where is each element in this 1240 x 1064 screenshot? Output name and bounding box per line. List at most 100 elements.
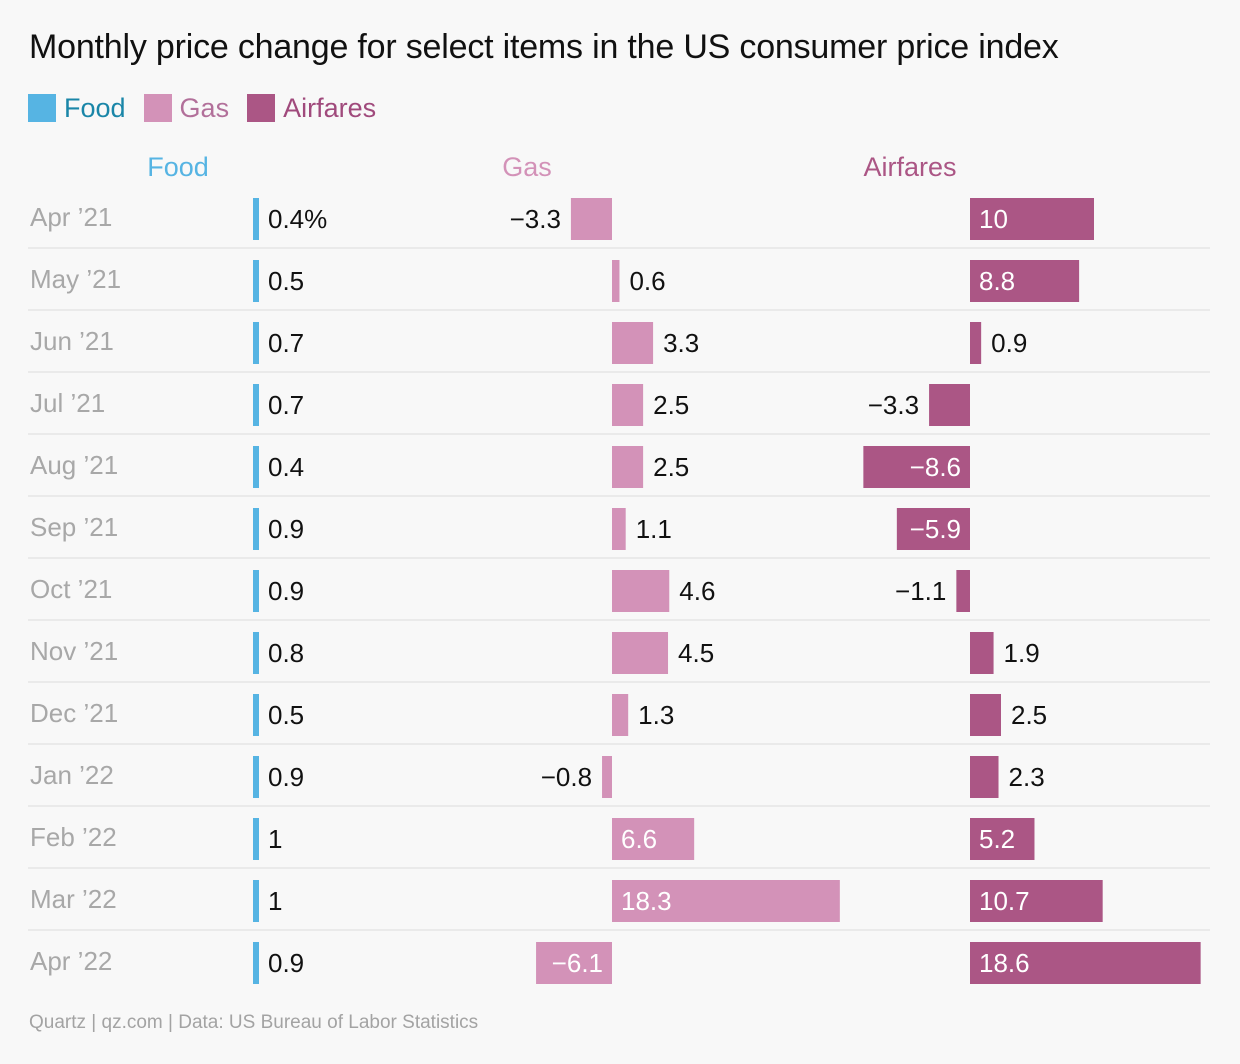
category-label: Oct ’21 — [30, 574, 112, 604]
bar-gas — [612, 880, 840, 922]
bar-food — [253, 756, 259, 798]
data-label-airfares: 8.8 — [979, 266, 1015, 296]
data-label-gas: 3.3 — [663, 328, 699, 358]
category-label: Mar ’22 — [30, 884, 117, 914]
bar-gas — [536, 942, 612, 984]
panel-header-gas: Gas — [502, 152, 552, 182]
bar-food — [253, 508, 259, 550]
data-label-gas: 1.1 — [636, 514, 672, 544]
bar-airfares — [896, 508, 970, 550]
bar-airfares — [970, 880, 1103, 922]
bar-food — [253, 570, 259, 612]
bar-airfares — [970, 260, 1080, 302]
category-label: Nov ’21 — [30, 636, 118, 666]
bar-gas — [612, 818, 695, 860]
bar-gas — [612, 260, 620, 302]
bar-gas — [612, 446, 644, 488]
legend-item-gas: Gas — [143, 92, 230, 124]
data-label-gas: 4.6 — [679, 576, 715, 606]
legend-item-airfares: Airfares — [247, 93, 376, 124]
bar-gas — [570, 198, 612, 240]
data-label-airfares: 2.3 — [1009, 762, 1045, 792]
bar-food — [253, 942, 259, 984]
category-label: Dec ’21 — [30, 698, 118, 728]
bar-food — [253, 384, 259, 426]
data-label-gas: 6.6 — [621, 824, 657, 854]
data-label-airfares: −5.9 — [910, 514, 961, 544]
data-label-food: 0.9 — [268, 514, 304, 544]
bar-airfares — [863, 446, 970, 488]
data-label-food: 0.7 — [268, 390, 304, 420]
data-label-airfares: 10 — [979, 204, 1008, 234]
data-label-airfares: 0.9 — [991, 328, 1027, 358]
bar-gas — [602, 756, 612, 798]
data-label-gas: 18.3 — [621, 886, 672, 916]
data-label-airfares: 5.2 — [979, 824, 1015, 854]
category-label: Jul ’21 — [30, 388, 105, 418]
data-label-gas: 0.6 — [629, 266, 665, 296]
bar-food — [253, 880, 259, 922]
data-label-food: 0.4 — [268, 452, 304, 482]
category-label: Jun ’21 — [30, 326, 114, 356]
legend-swatch-airfares — [247, 94, 276, 122]
category-label: Sep ’21 — [30, 512, 118, 542]
panel-header-food: Food — [147, 152, 209, 182]
bar-food — [253, 818, 259, 860]
bar-food — [253, 632, 259, 674]
bar-airfares — [970, 322, 982, 364]
bar-gas — [612, 322, 654, 364]
data-label-food: 0.7 — [268, 328, 304, 358]
data-label-food: 0.9 — [268, 576, 304, 606]
data-label-gas: −0.8 — [541, 762, 592, 792]
data-label-gas: 1.3 — [638, 700, 674, 730]
legend-label-airfares: Airfares — [283, 92, 377, 123]
data-label-gas: −3.3 — [510, 204, 561, 234]
data-label-airfares: 1.9 — [1004, 638, 1040, 668]
bar-airfares — [929, 384, 970, 426]
bar-airfares — [970, 818, 1035, 860]
data-label-airfares: −3.3 — [868, 390, 919, 420]
data-label-gas: 4.5 — [678, 638, 714, 668]
bar-food — [253, 198, 259, 240]
data-label-airfares: 2.5 — [1011, 700, 1047, 730]
data-label-food: 0.5 — [268, 266, 304, 296]
category-label: Jan ’22 — [30, 760, 114, 790]
data-label-food: 1 — [268, 886, 282, 916]
data-label-food: 0.9 — [268, 762, 304, 792]
data-label-gas: 2.5 — [653, 452, 689, 482]
bar-airfares — [970, 632, 994, 674]
bar-gas — [612, 384, 644, 426]
data-label-airfares: −8.6 — [910, 452, 961, 482]
bar-food — [253, 260, 259, 302]
legend-swatch-food — [28, 94, 56, 122]
category-label: Aug ’21 — [30, 450, 118, 480]
bar-food — [253, 446, 259, 488]
bar-gas — [612, 508, 626, 550]
data-label-gas: −6.1 — [552, 948, 603, 978]
panel-header-airfares: Airfares — [863, 152, 956, 182]
category-label: Apr ’21 — [30, 202, 112, 232]
bar-food — [253, 322, 259, 364]
legend-label-gas: Gas — [179, 92, 230, 123]
chart-title: Monthly price change for select items in… — [29, 28, 1059, 66]
legend-swatch-gas — [143, 94, 172, 122]
category-label: Feb ’22 — [30, 822, 117, 852]
data-label-food: 1 — [268, 824, 282, 854]
bar-airfares — [970, 694, 1001, 736]
bar-food — [253, 694, 259, 736]
bar-airfares — [970, 942, 1201, 984]
bar-airfares — [970, 198, 1094, 240]
source-footer: Quartz | qz.com | Data: US Bureau of Lab… — [29, 1012, 479, 1033]
bar-gas — [612, 632, 669, 674]
data-label-food: 0.4% — [268, 204, 327, 234]
legend: Food Gas Airfares — [28, 92, 394, 124]
bar-gas — [612, 570, 670, 612]
bar-gas — [612, 694, 629, 736]
bar-airfares — [956, 570, 970, 612]
bar-airfares — [970, 756, 999, 798]
data-label-airfares: −1.1 — [895, 576, 946, 606]
legend-item-food: Food — [28, 93, 126, 124]
data-label-food: 0.9 — [268, 948, 304, 978]
data-label-food: 0.5 — [268, 700, 304, 730]
